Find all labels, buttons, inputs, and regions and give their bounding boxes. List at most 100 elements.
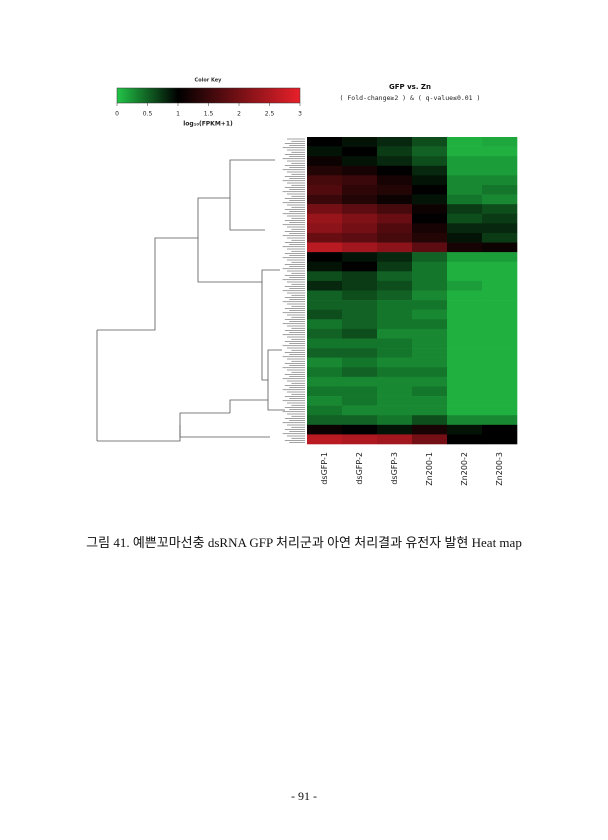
heatmap-cell <box>342 261 378 272</box>
heatmap-cell <box>412 309 448 320</box>
heatmap-cell <box>482 271 518 282</box>
heatmap-cell <box>342 367 378 378</box>
heatmap-cell <box>342 290 378 301</box>
heatmap-cell <box>447 338 483 349</box>
heatmap-cell <box>412 434 448 445</box>
heatmap-cell <box>482 146 518 157</box>
heatmap-cell <box>377 328 413 339</box>
column-label: Zn200-3 <box>495 452 504 486</box>
heatmap-cell <box>482 348 518 358</box>
heatmap-cell <box>307 194 343 205</box>
heatmap-cell <box>412 137 448 147</box>
heatmap-cell <box>307 165 343 176</box>
heatmap-cell <box>447 280 483 291</box>
color-key-tick-label: 0 <box>115 111 119 118</box>
heatmap-cell <box>307 223 343 234</box>
heatmap-cell <box>307 271 343 282</box>
heatmap-cell <box>482 328 518 339</box>
heatmap-cell <box>307 405 343 416</box>
heatmap-cell <box>377 386 413 397</box>
heatmap-cell <box>482 175 518 186</box>
heatmap-cell <box>447 165 483 176</box>
color-key-tick-label: 2.5 <box>265 111 275 118</box>
heatmap-cell <box>377 309 413 320</box>
heatmap-cell <box>342 280 378 291</box>
heatmap-cell <box>342 204 378 215</box>
heatmap-cell <box>482 156 518 167</box>
heatmap-cell <box>377 424 413 435</box>
heatmap-cell <box>412 204 448 215</box>
heatmap-cell <box>412 156 448 167</box>
color-key-tick-label: 0.5 <box>143 111 153 118</box>
heatmap-cell <box>342 137 378 147</box>
heatmap-cell <box>447 137 483 147</box>
dendrogram-leaves <box>282 138 305 443</box>
heatmap-cell <box>377 165 413 176</box>
heatmap-cell <box>307 424 343 435</box>
heatmap-cell <box>307 242 343 253</box>
color-key-label: log₁₀(FPKM+1) <box>183 121 233 128</box>
heatmap-cell <box>412 319 448 330</box>
heatmap-cell <box>377 376 413 387</box>
heatmap-cell <box>342 319 378 330</box>
heatmap-cell <box>342 338 378 349</box>
heatmap-cell <box>482 415 518 426</box>
heatmap-cell <box>342 415 378 426</box>
heatmap-cell <box>447 204 483 215</box>
heatmap-cell <box>447 367 483 378</box>
color-key-tick-label: 1.5 <box>204 111 214 118</box>
heatmap-cell <box>482 424 518 435</box>
heatmap-cell <box>447 405 483 416</box>
heatmap-cell <box>342 376 378 387</box>
heatmap-cell <box>447 396 483 406</box>
heatmap-cell <box>307 319 343 330</box>
heatmap-cell <box>482 204 518 215</box>
heatmap-cell <box>342 146 378 157</box>
heatmap-cell <box>342 434 378 445</box>
heatmap-cell <box>307 338 343 349</box>
heatmap-cell <box>412 405 448 416</box>
heatmap-cell <box>377 204 413 215</box>
page-number: - 91 - <box>291 789 317 803</box>
heatmap-cell <box>412 300 448 310</box>
heatmap-cell <box>307 156 343 167</box>
heatmap-cell <box>482 386 518 397</box>
heatmap-cell <box>342 213 378 224</box>
heatmap-cell <box>482 376 518 387</box>
heatmap-cell <box>412 184 448 195</box>
heatmap-cell <box>412 376 448 387</box>
heatmap-cell <box>412 223 448 234</box>
heatmap-cell <box>377 213 413 224</box>
heatmap-cell <box>307 357 343 368</box>
heatmap-cell <box>377 290 413 301</box>
heatmap-cell <box>447 146 483 157</box>
color-key-bar <box>116 87 301 104</box>
color-key-tick-label: 1 <box>176 111 180 118</box>
heatmap-cell <box>342 223 378 234</box>
heatmap-cell <box>377 252 413 263</box>
heatmap-cell <box>307 328 343 339</box>
heatmap-cell <box>342 357 378 368</box>
heatmap-cell <box>412 396 448 406</box>
heatmap-cell <box>412 367 448 378</box>
heatmap-cell <box>412 232 448 243</box>
heatmap-cell <box>377 357 413 368</box>
heatmap-cell <box>482 319 518 330</box>
heatmap-cell <box>377 300 413 310</box>
heatmap-cell <box>307 261 343 272</box>
heatmap-cell <box>482 290 518 301</box>
heatmap-cell <box>447 194 483 205</box>
heatmap-cell <box>482 280 518 291</box>
heatmap-cell <box>377 194 413 205</box>
heatmap-cell <box>307 376 343 387</box>
heatmap-cell <box>342 386 378 397</box>
heatmap-cell <box>342 165 378 176</box>
heatmap-cell <box>307 396 343 406</box>
heatmap-cell <box>482 434 518 445</box>
heatmap-cell <box>377 271 413 282</box>
heatmap-cell <box>412 242 448 253</box>
heatmap-cell <box>307 252 343 263</box>
heatmap-cell <box>412 348 448 358</box>
figure-caption: 그림 41. 예쁜꼬마선충 dsRNA GFP 처리군과 아연 처리결과 유전자… <box>86 535 522 550</box>
